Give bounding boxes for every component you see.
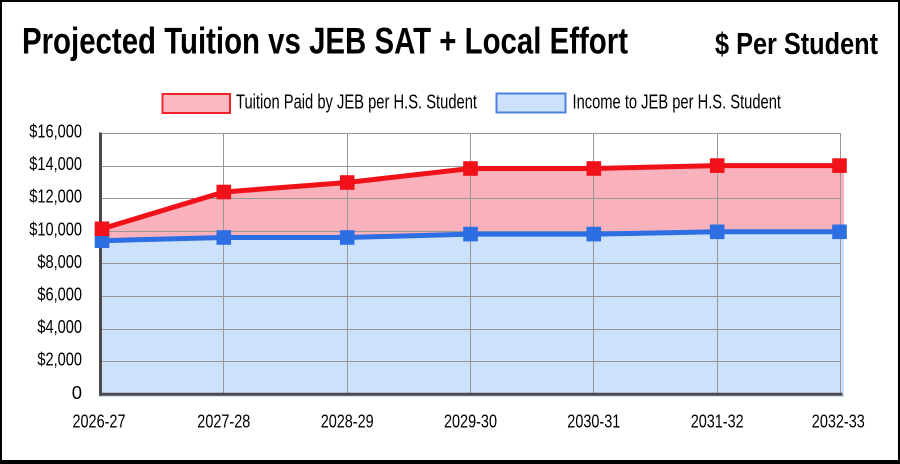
svg-text:$ Per Student: $ Per Student (715, 26, 878, 61)
svg-text:2027-28: 2027-28 (197, 410, 250, 431)
svg-text:2029-30: 2029-30 (444, 410, 497, 431)
svg-text:0: 0 (72, 382, 82, 403)
svg-text:2028-29: 2028-29 (321, 410, 374, 431)
svg-text:Projected Tuition vs JEB SAT +: Projected Tuition vs JEB SAT + Local Eff… (22, 21, 628, 62)
svg-text:2032-33: 2032-33 (812, 410, 865, 431)
svg-text:$14,000: $14,000 (29, 153, 82, 174)
svg-text:$8,000: $8,000 (37, 251, 82, 272)
svg-text:Income to JEB per H.S. Student: Income to JEB per H.S. Student (573, 92, 782, 114)
svg-text:$2,000: $2,000 (37, 349, 82, 370)
svg-text:$16,000: $16,000 (29, 121, 82, 142)
svg-text:$4,000: $4,000 (37, 316, 82, 337)
svg-text:Tuition Paid by JEB per H.S. S: Tuition Paid by JEB per H.S. Student (236, 92, 477, 114)
svg-text:2031-32: 2031-32 (691, 410, 744, 431)
svg-text:2026-27: 2026-27 (73, 410, 126, 431)
svg-text:$12,000: $12,000 (29, 186, 82, 207)
svg-text:$10,000: $10,000 (29, 218, 82, 239)
svg-text:$6,000: $6,000 (37, 283, 82, 304)
svg-text:2030-31: 2030-31 (567, 410, 620, 431)
